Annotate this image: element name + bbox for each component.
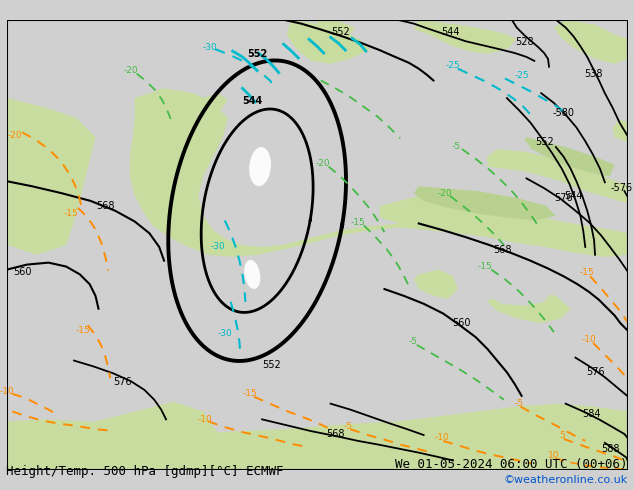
Text: 10: 10	[548, 451, 560, 460]
Polygon shape	[387, 263, 414, 286]
Text: -20: -20	[8, 131, 23, 140]
Text: -5: -5	[451, 142, 460, 150]
Text: 538: 538	[584, 69, 602, 78]
Text: -25: -25	[514, 71, 529, 80]
Polygon shape	[414, 186, 556, 220]
Text: -15: -15	[478, 262, 493, 271]
Text: -5: -5	[408, 338, 417, 346]
Text: We 01-05-2024 06:00 UTC (00+06): We 01-05-2024 06:00 UTC (00+06)	[395, 458, 628, 471]
Polygon shape	[130, 88, 628, 257]
Text: 5: 5	[559, 431, 565, 440]
Text: -20: -20	[316, 159, 330, 168]
Text: 560: 560	[453, 318, 471, 328]
Text: Height/Temp. 500 hPa [gdmp][°C] ECMWF: Height/Temp. 500 hPa [gdmp][°C] ECMWF	[6, 465, 284, 478]
Polygon shape	[488, 289, 571, 323]
Text: 576: 576	[113, 377, 133, 387]
Text: 576: 576	[586, 368, 604, 377]
Polygon shape	[204, 93, 228, 110]
Text: -580: -580	[553, 108, 574, 118]
Polygon shape	[292, 294, 458, 335]
Text: 552: 552	[331, 27, 350, 37]
Polygon shape	[380, 196, 628, 257]
Text: -15: -15	[580, 268, 595, 277]
Polygon shape	[488, 149, 628, 204]
Text: 552: 552	[247, 49, 268, 59]
Text: -5: -5	[514, 399, 523, 408]
Polygon shape	[8, 402, 223, 470]
Text: 552: 552	[262, 361, 281, 370]
Text: 568: 568	[96, 201, 115, 211]
Polygon shape	[8, 98, 96, 255]
Polygon shape	[483, 276, 551, 306]
Text: -25: -25	[446, 61, 460, 70]
Polygon shape	[287, 20, 370, 64]
Text: 584: 584	[582, 410, 600, 419]
Text: 568: 568	[493, 245, 511, 255]
Text: 588: 588	[602, 444, 620, 454]
Polygon shape	[612, 120, 628, 142]
Text: -15: -15	[243, 390, 257, 398]
Ellipse shape	[249, 147, 271, 186]
Text: -5: -5	[344, 422, 353, 431]
Ellipse shape	[244, 260, 261, 289]
Text: ©weatheronline.co.uk: ©weatheronline.co.uk	[503, 475, 628, 485]
Text: 568: 568	[327, 429, 345, 439]
Polygon shape	[554, 20, 628, 64]
Text: -10: -10	[582, 335, 597, 343]
Text: -20: -20	[438, 189, 453, 197]
Text: 544: 544	[242, 96, 262, 106]
Text: 576: 576	[554, 193, 573, 203]
Text: 544: 544	[564, 191, 583, 201]
Text: 528: 528	[515, 37, 534, 47]
Text: -30: -30	[210, 243, 225, 251]
Text: -30: -30	[203, 43, 217, 51]
Text: -10: -10	[0, 388, 15, 396]
Polygon shape	[316, 20, 355, 37]
Text: -15: -15	[351, 218, 365, 227]
Text: -30: -30	[217, 329, 232, 338]
Text: -10: -10	[435, 434, 450, 442]
Polygon shape	[231, 137, 311, 186]
Text: 544: 544	[441, 27, 460, 37]
Polygon shape	[414, 270, 458, 299]
Text: -15: -15	[75, 326, 90, 335]
Polygon shape	[330, 108, 389, 147]
Text: 560: 560	[13, 268, 31, 277]
Text: -20: -20	[124, 66, 138, 75]
Text: -576: -576	[611, 183, 633, 193]
Text: 552: 552	[534, 137, 553, 147]
Polygon shape	[524, 137, 614, 176]
Polygon shape	[414, 20, 517, 54]
Text: -10: -10	[198, 415, 212, 424]
Text: -15: -15	[63, 209, 79, 218]
Polygon shape	[8, 404, 628, 470]
